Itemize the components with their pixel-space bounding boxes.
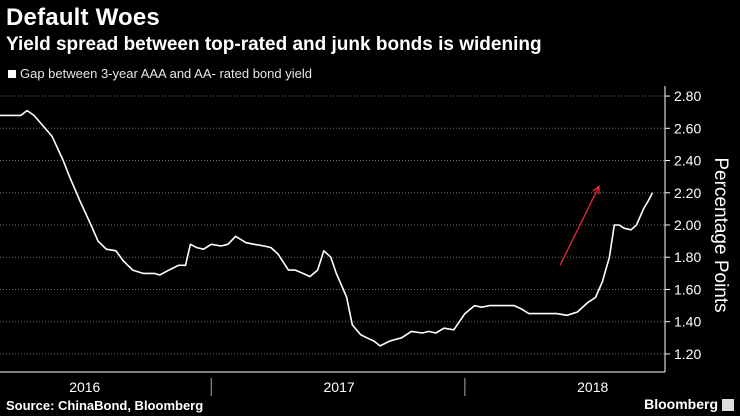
x-tick-label: 2016 (69, 379, 100, 395)
brand-logo: Bloomberg (644, 396, 718, 412)
y-tick-label: 1.40 (674, 314, 701, 330)
x-tick-label: 2018 (577, 379, 608, 395)
chart-title: Default Woes (6, 4, 160, 31)
y-tick-label: 1.20 (674, 346, 701, 362)
y-tick-label: 2.80 (674, 88, 701, 104)
series-line (0, 109, 654, 347)
y-tick-label: 2.00 (674, 217, 701, 233)
y-tick-label: 1.60 (674, 281, 701, 297)
chart-subtitle: Yield spread between top-rated and junk … (6, 34, 542, 55)
x-tick-label: 2017 (324, 379, 355, 395)
y-tick-label: 1.80 (674, 249, 701, 265)
y-tick-label: 2.60 (674, 120, 701, 136)
y-axis-label: Percentage Points (710, 157, 731, 312)
y-tick-label: 2.40 (674, 153, 701, 169)
legend-swatch (8, 69, 16, 78)
bloomberg-icon (722, 399, 734, 411)
source-note: Source: ChinaBond, Bloomberg (6, 398, 204, 413)
trend-arrow-head (592, 184, 600, 195)
y-tick-label: 2.20 (674, 185, 701, 201)
trend-arrow (559, 186, 600, 266)
legend-label: Gap between 3-year AAA and AA- rated bon… (20, 66, 312, 81)
legend: Gap between 3-year AAA and AA- rated bon… (8, 66, 312, 81)
